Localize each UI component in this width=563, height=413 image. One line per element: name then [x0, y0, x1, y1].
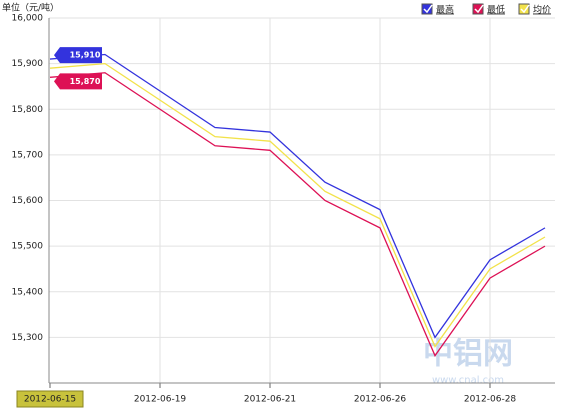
y-tick-label: 15,300: [12, 333, 44, 343]
y-axis-title: 单位（元/吨）: [2, 2, 59, 14]
y-tick-label: 15,500: [12, 242, 44, 252]
x-tick-label: 2012-06-28: [464, 395, 517, 405]
value-label: 15,910: [70, 51, 101, 60]
y-tick-label: 15,400: [12, 287, 44, 297]
legend-label: 均价: [533, 4, 551, 16]
series-line: [49, 72, 546, 357]
legend-swatch: [472, 3, 484, 15]
y-tick-label: 15,700: [12, 150, 44, 160]
series-line: [49, 62, 546, 348]
legend-label: 最高: [436, 4, 454, 16]
x-tick-label: 2012-06-19: [134, 395, 187, 405]
series-line: [49, 53, 546, 339]
value-flag: [54, 47, 102, 64]
y-tick-label: 15,800: [12, 105, 44, 115]
y-tick-label: 16,000: [12, 14, 44, 24]
x-tick-label: 2012-06-21: [244, 395, 296, 405]
legend-swatch: [421, 3, 433, 15]
legend-label: 最低: [487, 4, 505, 16]
x-tick-label: 2012-06-26: [354, 395, 407, 405]
x-tick-label: 2012-06-15: [24, 395, 76, 405]
value-flag: [54, 73, 102, 90]
legend-check: [520, 4, 530, 14]
x-tick-highlight: [16, 390, 84, 408]
watermark-url: www.cnal.com: [432, 375, 504, 386]
legend-check: [423, 4, 433, 14]
y-tick-label: 15,900: [12, 59, 44, 69]
legend-swatch: [518, 3, 530, 15]
legend-check: [474, 4, 484, 14]
y-tick-label: 15,600: [12, 196, 44, 206]
value-label: 15,870: [70, 77, 101, 86]
